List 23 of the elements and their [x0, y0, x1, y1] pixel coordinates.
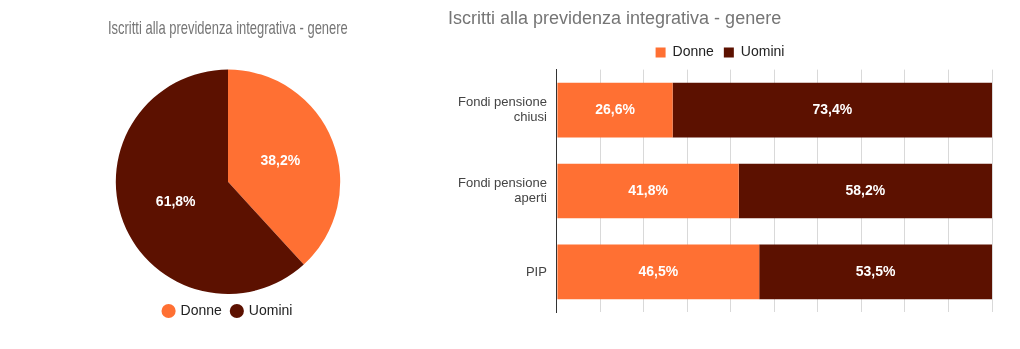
y-tick-label: Fondi pensione aperti [457, 174, 547, 206]
y-tick-label: PIP [525, 263, 547, 279]
legend-label: Uomini [248, 301, 293, 318]
data-label: 41,8% [628, 181, 669, 198]
bar [557, 163, 739, 219]
legend-label: Donne [180, 301, 223, 318]
chart-title: Iscritti alla previdenza integrativa - genere [448, 7, 782, 28]
bar [738, 163, 992, 219]
chart-title: Iscritti alla previdenza integrativa - genere [108, 17, 349, 38]
data-label: 53,5% [855, 262, 897, 279]
data-label: 26,6% [595, 100, 636, 117]
bar [759, 244, 992, 300]
legend-label: Uomini [740, 43, 785, 60]
data-label: 58,2% [845, 181, 886, 198]
data-label: 46,5% [638, 262, 679, 279]
data-label: 38,2% [260, 152, 301, 169]
bar [557, 82, 673, 138]
y-tick-label: Fondi pensione chiusi [457, 93, 547, 125]
legend-label: Donne [672, 43, 715, 60]
bar [557, 244, 760, 300]
bar [672, 82, 992, 138]
data-label: 73,4% [812, 100, 853, 117]
data-label: 61,8% [155, 192, 197, 209]
